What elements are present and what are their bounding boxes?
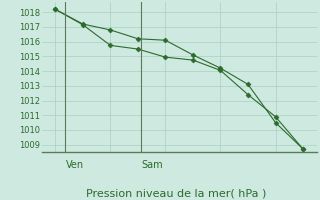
Text: Ven: Ven <box>66 160 84 170</box>
Text: Pression niveau de la mer( hPa ): Pression niveau de la mer( hPa ) <box>86 188 266 198</box>
Text: Sam: Sam <box>142 160 163 170</box>
